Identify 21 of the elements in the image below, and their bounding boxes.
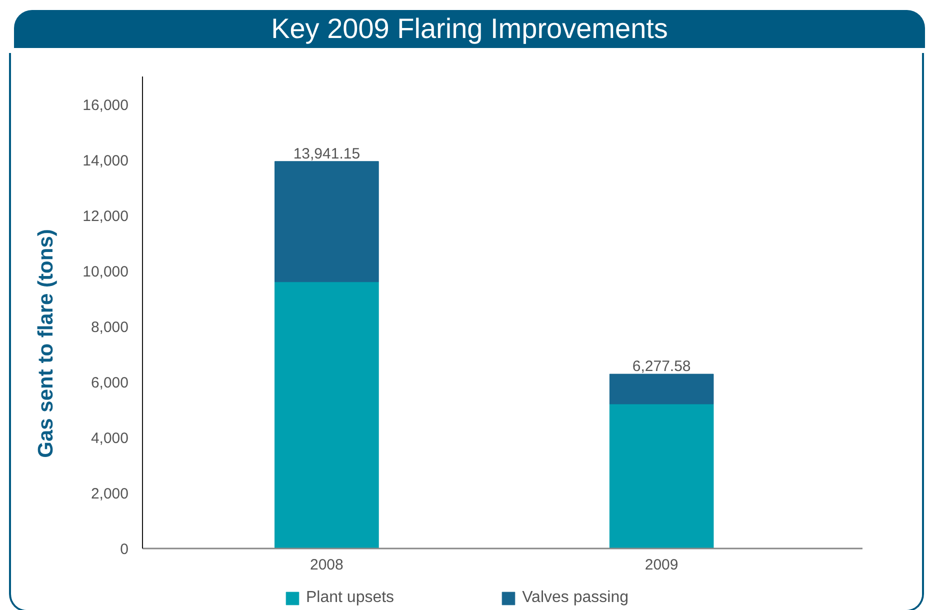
y-tick-label: 0 <box>120 540 128 558</box>
y-axis-title: Gas sent to flare (tons) <box>34 229 58 458</box>
total-label: 13,941.15 <box>293 145 360 162</box>
chart-title: Key 2009 Flaring Improvements <box>271 12 668 46</box>
total-label: 6,277.58 <box>632 358 691 376</box>
y-tick-label: 2,000 <box>90 485 129 502</box>
y-tick-label: 10,000 <box>82 263 129 280</box>
y-tick-label: 12,000 <box>82 208 129 225</box>
y-tick-label: 6,000 <box>90 374 129 392</box>
x-tick-label: 2008 <box>310 556 344 574</box>
y-tick-label: 16,000 <box>82 96 129 114</box>
y-tick-label: 8,000 <box>90 318 129 336</box>
legend-label: Valves passing <box>522 589 628 607</box>
legend-label: Plant upsets <box>306 589 394 607</box>
bar <box>609 374 714 404</box>
x-tick-label: 2009 <box>644 556 678 574</box>
bar <box>274 282 379 549</box>
y-tick-label: 4,000 <box>90 430 129 447</box>
bar <box>274 161 379 282</box>
y-tick-label: 14,000 <box>82 152 129 170</box>
bar <box>609 404 714 549</box>
